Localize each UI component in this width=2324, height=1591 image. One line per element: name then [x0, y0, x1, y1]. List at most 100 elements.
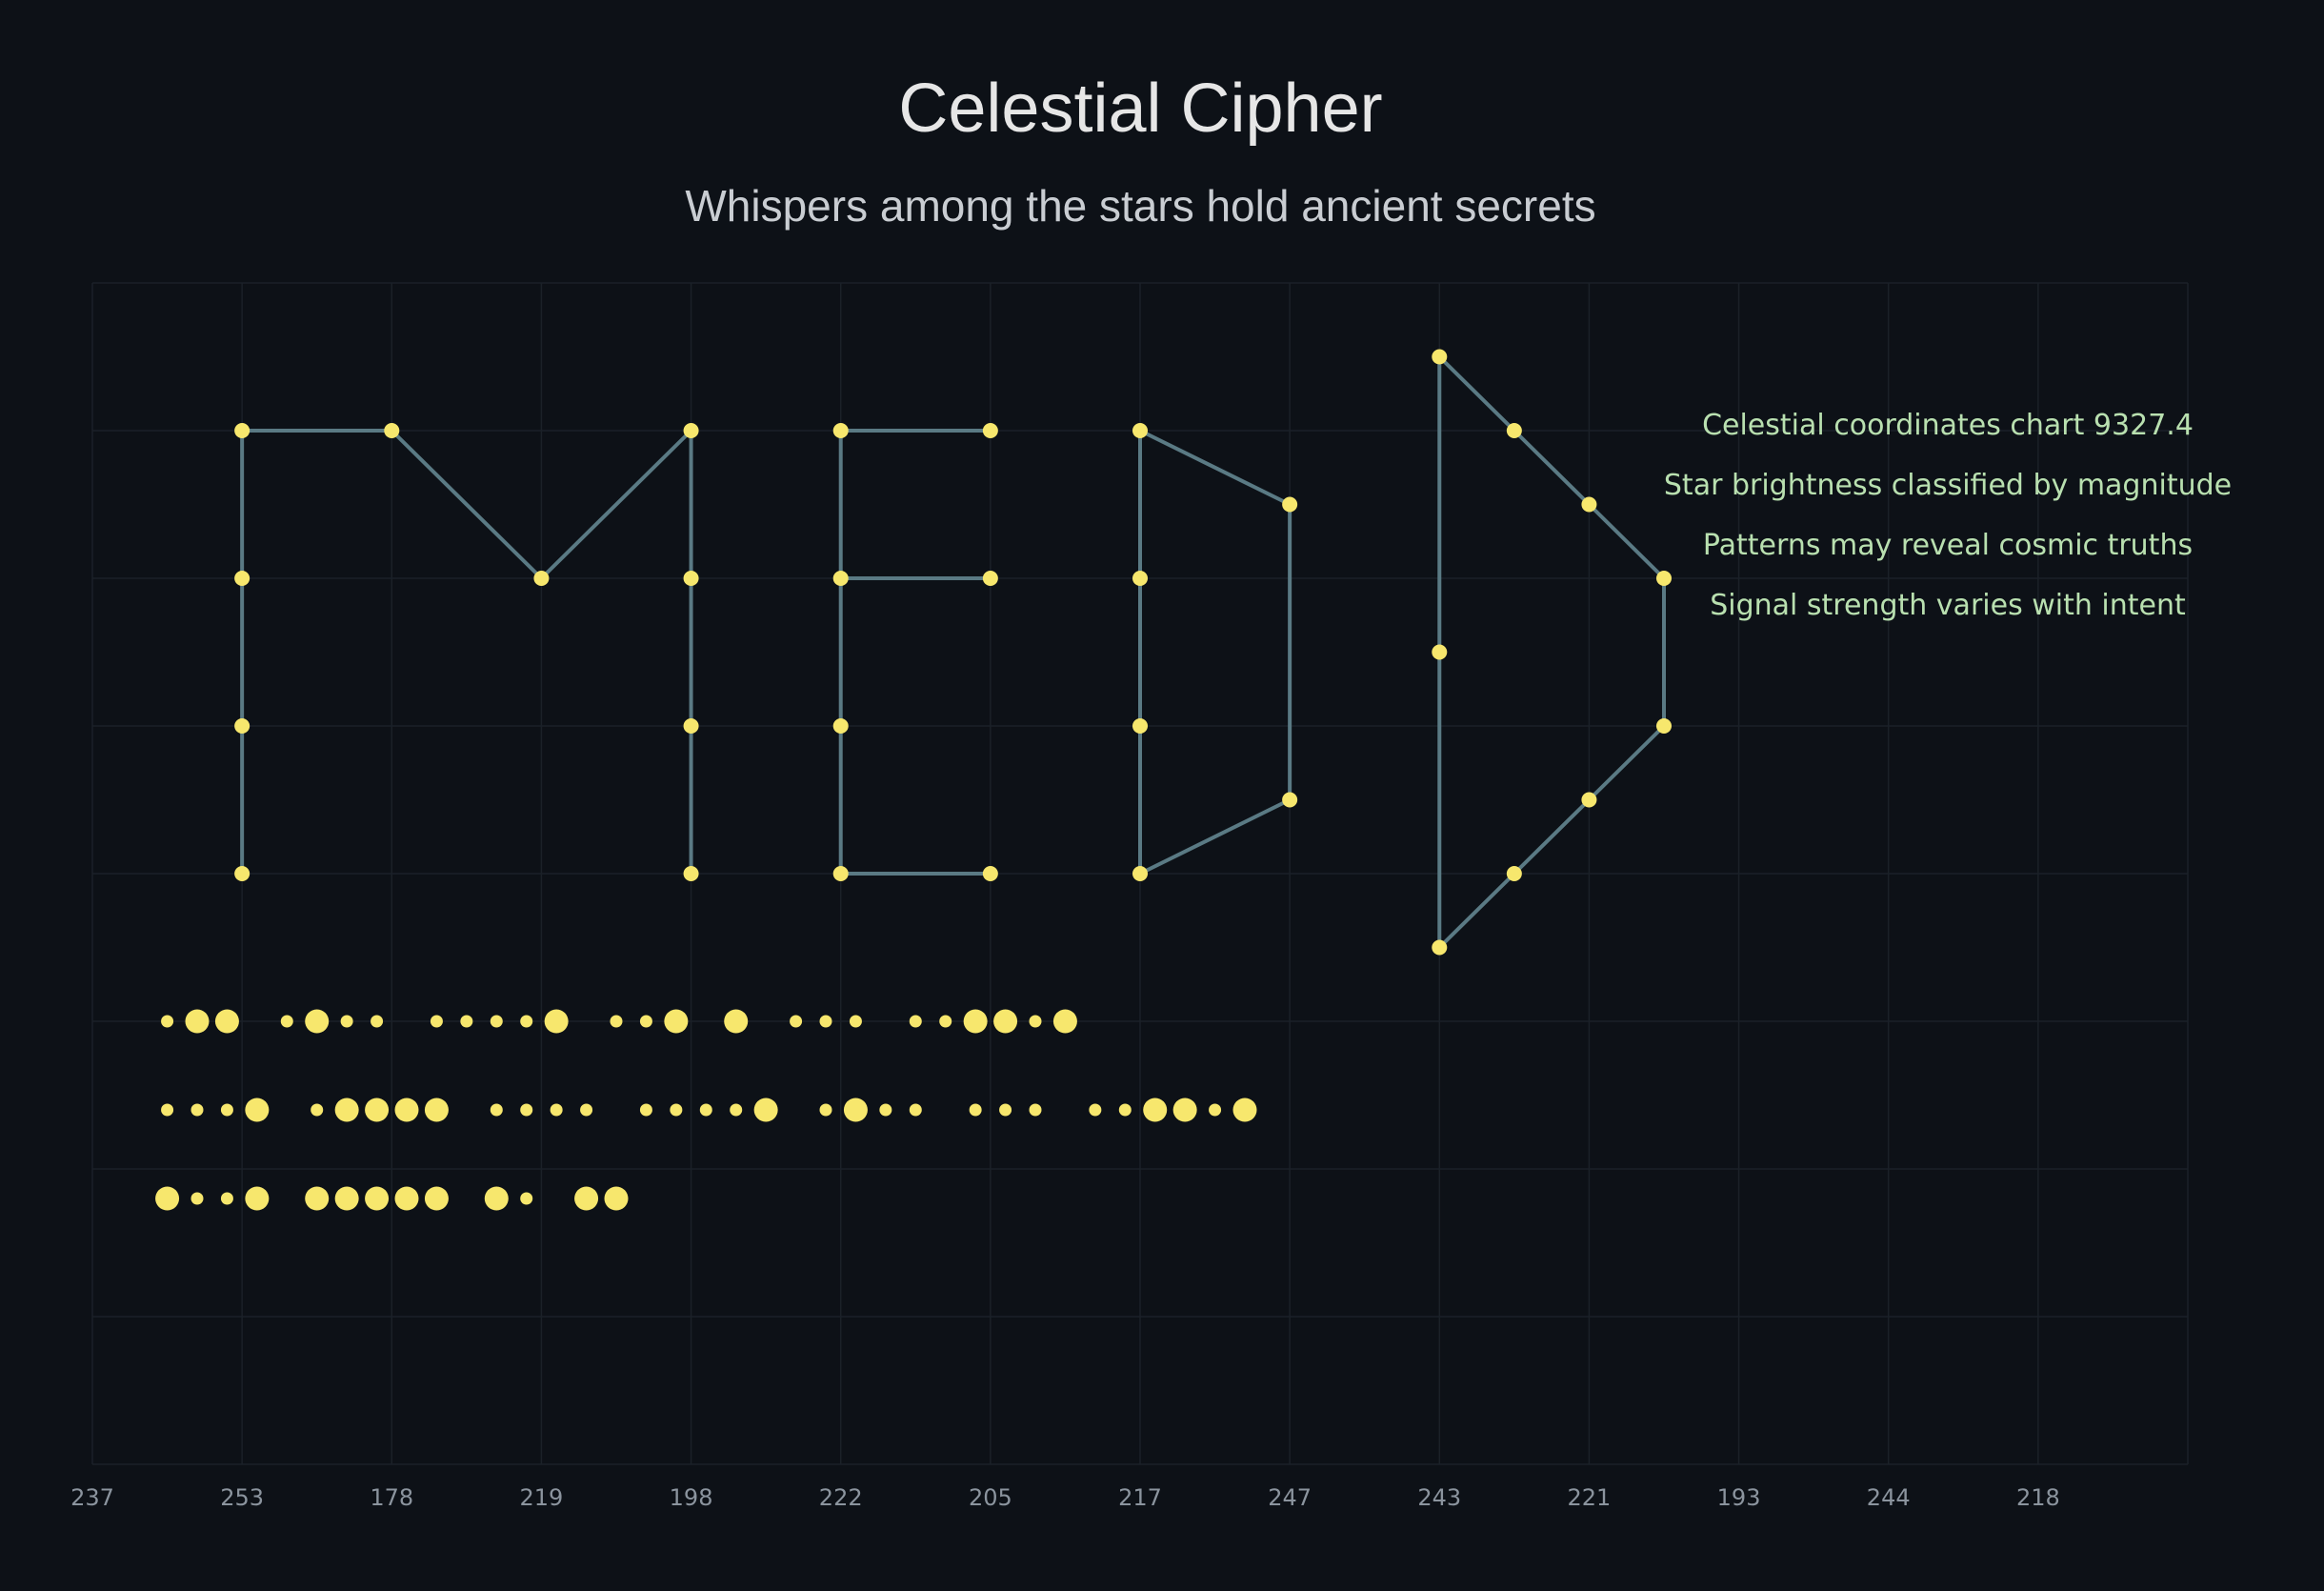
brightness-star	[340, 1015, 353, 1028]
x-tick-label: 244	[1867, 1484, 1911, 1511]
brightness-star	[185, 1009, 210, 1034]
star-point	[384, 423, 400, 438]
brightness-star	[190, 1103, 204, 1117]
star-point	[234, 866, 250, 881]
constellation-line	[838, 429, 991, 876]
brightness-star	[394, 1186, 419, 1211]
star-point	[1132, 866, 1148, 881]
brightness-star	[490, 1103, 503, 1117]
brightness-star	[430, 1015, 443, 1028]
brightness-star	[311, 1103, 324, 1117]
x-tick-label: 247	[1268, 1484, 1312, 1511]
brightness-star	[909, 1015, 922, 1028]
brightness-star	[1172, 1098, 1197, 1122]
annotation-line: Signal strength varies with intent	[1710, 589, 2186, 622]
star-point	[982, 866, 998, 881]
star-point	[1432, 939, 1448, 956]
brightness-star	[730, 1103, 743, 1117]
star-point	[982, 423, 998, 438]
brightness-star	[161, 1015, 174, 1028]
x-axis-ticks: 237 253 178 219 198 222 205 217 247 243 221 193 244 2…	[70, 1484, 2060, 1511]
star-point	[683, 423, 699, 438]
star-point	[1432, 349, 1448, 365]
x-tick-label: 253	[220, 1484, 264, 1511]
brightness-star	[365, 1186, 390, 1211]
brightness-star	[790, 1015, 803, 1028]
star-point	[1132, 718, 1148, 734]
brightness-star	[520, 1103, 533, 1117]
star-point	[683, 571, 699, 586]
brightness-star	[484, 1186, 509, 1211]
star-point	[234, 571, 250, 586]
brightness-star	[1029, 1015, 1042, 1028]
brightness-star	[1232, 1098, 1257, 1122]
brightness-star	[155, 1186, 180, 1211]
brightness-star	[993, 1009, 1018, 1034]
brightness-star	[220, 1103, 233, 1117]
annotation-line: Star brightness classified by magnitude	[1664, 469, 2232, 502]
x-tick-label: 222	[819, 1484, 863, 1511]
star-point	[1506, 866, 1522, 881]
brightness-star	[305, 1009, 330, 1034]
brightness-star	[604, 1186, 629, 1211]
brightness-star	[610, 1015, 623, 1028]
brightness-star	[334, 1098, 359, 1122]
brightness-rows	[155, 1009, 1257, 1211]
x-tick-label: 243	[1417, 1484, 1461, 1511]
brightness-star	[305, 1186, 330, 1211]
brightness-star	[969, 1103, 982, 1117]
star-point	[1432, 644, 1448, 660]
star-point	[1506, 423, 1522, 438]
brightness-star	[161, 1103, 174, 1117]
brightness-star	[365, 1098, 390, 1122]
star-point	[234, 423, 250, 438]
brightness-star	[963, 1009, 988, 1034]
x-tick-label: 218	[2016, 1484, 2060, 1511]
brightness-star	[843, 1098, 868, 1122]
star-point	[1656, 718, 1672, 734]
brightness-star	[580, 1103, 593, 1117]
x-tick-label: 221	[1568, 1484, 1612, 1511]
brightness-star	[1089, 1103, 1102, 1117]
brightness-star	[574, 1186, 599, 1211]
brightness-star	[550, 1103, 563, 1117]
x-tick-label: 205	[969, 1484, 1012, 1511]
brightness-star	[214, 1009, 239, 1034]
star-point	[1581, 792, 1597, 808]
brightness-star	[1209, 1103, 1222, 1117]
constellation-lines	[240, 354, 1666, 949]
star-point	[982, 571, 998, 586]
brightness-star	[460, 1015, 473, 1028]
brightness-star	[371, 1015, 384, 1028]
star-point	[1132, 423, 1148, 438]
brightness-star	[1118, 1103, 1132, 1117]
x-tick-label: 198	[670, 1484, 713, 1511]
brightness-star	[639, 1015, 652, 1028]
brightness-star	[849, 1015, 862, 1028]
x-tick-label: 193	[1717, 1484, 1761, 1511]
annotation-line: Patterns may reveal cosmic truths	[1703, 529, 2193, 562]
brightness-star	[334, 1186, 359, 1211]
annotation-line: Celestial coordinates chart 9327.4	[1702, 409, 2194, 442]
star-point	[533, 571, 550, 586]
x-tick-label: 219	[520, 1484, 564, 1511]
brightness-star	[280, 1015, 293, 1028]
brightness-star	[520, 1015, 533, 1028]
constellation-line	[240, 429, 693, 874]
x-tick-label: 217	[1118, 1484, 1162, 1511]
brightness-star	[424, 1186, 449, 1211]
brightness-star	[639, 1103, 652, 1117]
annotation-block: Celestial coordinates chart 9327.4 Star b…	[1664, 409, 2232, 622]
brightness-star	[753, 1098, 778, 1122]
brightness-star	[999, 1103, 1012, 1117]
brightness-star	[490, 1015, 503, 1028]
brightness-star	[245, 1098, 270, 1122]
x-tick-label: 237	[70, 1484, 114, 1511]
chart-subtitle: Whispers among the stars hold ancient se…	[685, 181, 1596, 231]
brightness-star	[819, 1103, 832, 1117]
brightness-star	[879, 1103, 892, 1117]
star-point	[1132, 571, 1148, 586]
brightness-star	[1052, 1009, 1077, 1034]
brightness-star	[664, 1009, 689, 1034]
